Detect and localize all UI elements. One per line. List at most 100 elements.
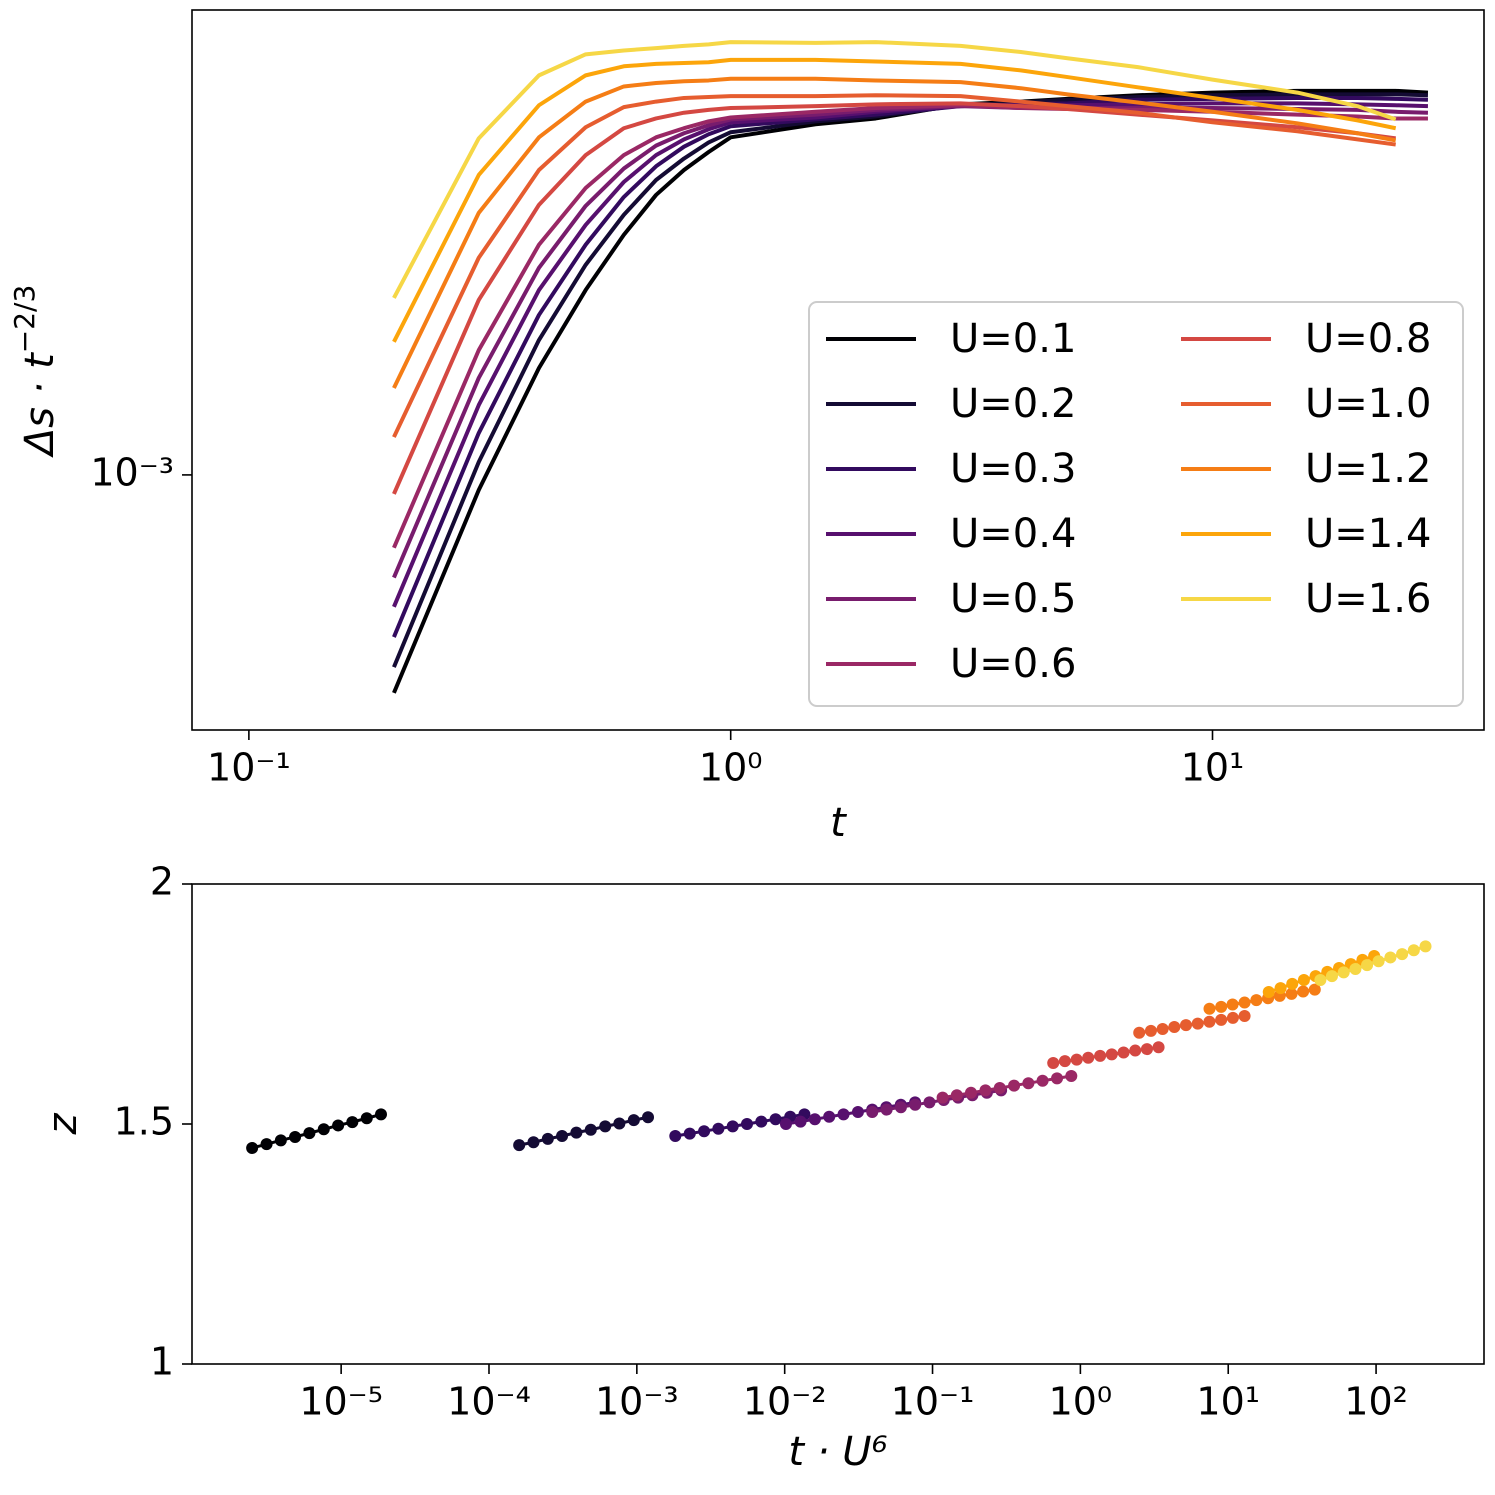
point [1144,1024,1157,1037]
x-tick-label: 10² [1344,1380,1408,1424]
point [698,1125,711,1138]
y-axis-label-part: −2/3 [8,285,41,354]
point [1156,1022,1169,1035]
legend-label: U=0.4 [950,511,1076,557]
point [1215,1000,1228,1013]
x-tick-label: 10⁻² [743,1380,827,1424]
point [1419,940,1432,953]
point [669,1130,682,1142]
point [851,1106,864,1118]
point [993,1082,1006,1094]
point [683,1127,696,1140]
series-line [392,101,1429,608]
series-line [392,76,1397,389]
point [964,1086,977,1099]
point [1203,1002,1216,1015]
x-tick-label: 10⁻⁵ [299,1380,383,1424]
legend-label: U=0.1 [950,316,1076,362]
x-tick-label: 10⁻⁴ [447,1380,531,1424]
point [769,1113,782,1126]
legend-label: U=0.8 [1305,316,1431,362]
x-tick-label: 10⁻¹ [891,1380,975,1424]
point [1286,977,1299,990]
x-axis-label: t · U⁶ [788,1429,887,1475]
legend-label: U=1.6 [1305,576,1431,622]
point [1407,944,1420,957]
y-tick-label: 1.5 [114,1100,174,1144]
legend-label: U=1.0 [1305,381,1431,427]
point [909,1098,922,1111]
plot-area [392,40,1429,694]
axes-frame [191,883,1485,1365]
series-line [392,103,1428,549]
point [1238,1010,1251,1022]
point [303,1127,316,1140]
chart: 10⁻⁵ 10⁻⁴ 10⁻³ 10⁻² 10⁻¹ 10⁰ 10¹ 10² 1 1.5 2 t · U⁶… [40,860,1485,1475]
point [1070,1053,1083,1066]
point [1308,983,1321,996]
plot-area [246,940,1432,1154]
series-line [942,1074,1072,1100]
point [1051,1072,1064,1085]
legend-label: U=1.4 [1305,511,1431,557]
point [894,1101,907,1114]
point [556,1130,569,1142]
y-axis-label-part: z [40,1113,86,1136]
point [1274,982,1287,995]
y-axis-label: z [40,1113,86,1136]
point [527,1136,540,1149]
x-tick-label: 10⁻¹ [207,746,291,790]
x-tick-label: 10⁰ [1049,1380,1113,1424]
point [979,1084,992,1097]
point [289,1130,302,1143]
series-line [392,93,1396,438]
legend-label: U=0.2 [950,381,1076,427]
point [740,1118,753,1130]
point [1058,1055,1071,1068]
point [1262,986,1275,998]
point [1325,970,1338,983]
point [779,1118,792,1130]
point [1314,974,1327,986]
x-axis-label: t [830,800,847,846]
point [1179,1019,1192,1032]
series-line [392,57,1397,343]
point [627,1114,640,1127]
series-line [1319,944,1426,982]
point [1022,1077,1035,1090]
point [1297,985,1310,998]
point [570,1126,583,1139]
point [274,1134,287,1147]
point [1238,996,1251,1009]
y-axis-label: Δs · t−2/3 [8,285,64,459]
point [374,1108,387,1121]
series-line [518,1115,649,1147]
axes-frame [191,9,1485,731]
point [712,1122,725,1135]
point [260,1138,273,1151]
point [1361,959,1374,972]
series-line [785,1100,916,1126]
y-tick-label: 1 [150,1340,174,1384]
point [1285,987,1298,1000]
series-line [251,1112,382,1150]
point [1129,1044,1142,1057]
point [950,1089,963,1102]
point [794,1115,807,1128]
y-axis-label-part: Δs · t [17,352,63,458]
point [936,1091,949,1104]
point [880,1103,893,1116]
x-tick-label: 10⁰ [699,746,763,790]
point [317,1123,330,1136]
point [1094,1049,1107,1062]
point [1250,994,1263,1007]
series-line [392,95,1429,638]
point [642,1111,655,1124]
legend-label: U=0.6 [950,641,1076,687]
chart: 10⁻¹ 10⁰ 10¹ 10⁻³ t Δs · t−2/3 U=0.1 U=0.2 U=0.3… [8,9,1485,846]
y-tick-label: 2 [150,860,174,904]
point [1396,948,1409,961]
point [1152,1041,1165,1054]
point [1297,974,1310,986]
point [1140,1043,1153,1056]
